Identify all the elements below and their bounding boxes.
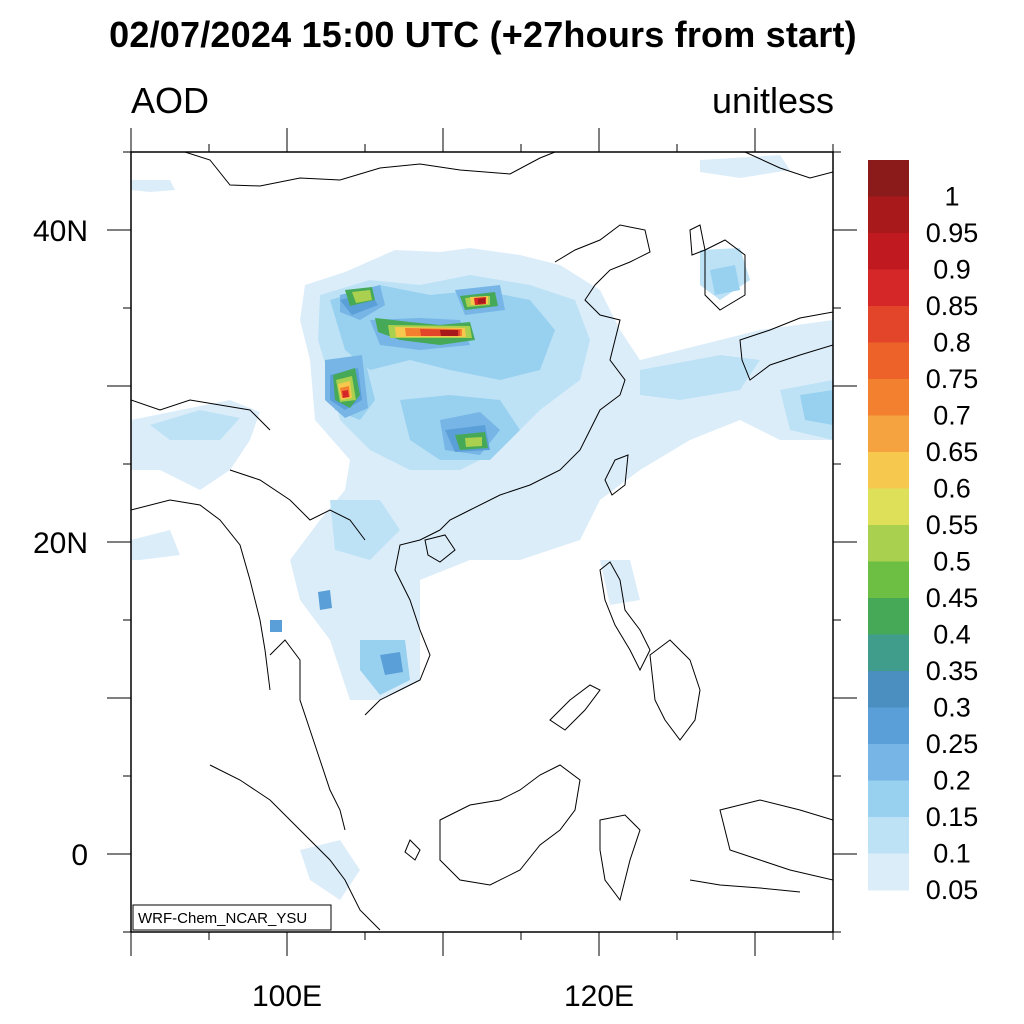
colorbar-label: 0.75: [926, 364, 979, 394]
colorbar-swatch: [868, 452, 909, 489]
colorbar-label: 0.95: [926, 218, 979, 248]
colorbar-swatch: [868, 817, 909, 854]
colorbar-label: 0.65: [926, 437, 979, 467]
colorbar-swatch: [868, 853, 909, 891]
colorbar: 1 0.95 0.9 0.85 0.8 0.75 0.7 0.65 0.6 0.55 0.5 0.45…: [868, 160, 978, 905]
colorbar-label: 0.85: [926, 291, 979, 321]
colorbar-swatch: [868, 160, 909, 197]
coastlines: [131, 152, 833, 931]
colorbar-swatch: [868, 488, 909, 526]
colorbar-label: 0.05: [926, 875, 979, 905]
colorbar-label: 0.6: [933, 474, 971, 504]
colorbar-swatch: [868, 671, 909, 708]
colorbar-label: 0.15: [926, 802, 979, 832]
colorbar-swatch: [868, 525, 909, 562]
field-label: AOD: [131, 80, 210, 121]
colorbar-label: 0.1: [933, 839, 971, 869]
colorbar-swatch: [868, 415, 909, 453]
colorbar-swatch: [868, 233, 909, 270]
colorbar-label: 0.9: [933, 255, 971, 285]
colorbar-label: 0.8: [933, 328, 971, 358]
colorbar-swatch: [868, 379, 909, 416]
colorbar-label: 0.5: [933, 547, 971, 577]
aod-field: [131, 155, 833, 900]
colorbar-label: 0.2: [933, 766, 971, 796]
tick-labels: 100E 120E 0 20N 40N: [33, 215, 634, 1013]
colorbar-label: 0.3: [933, 693, 971, 723]
colorbar-swatch: [868, 744, 909, 781]
colorbar-swatch: [868, 634, 909, 672]
lat-tick-label: 20N: [33, 527, 88, 560]
map-title: 02/07/2024 15:00 UTC (+27hours from star…: [109, 14, 857, 55]
lon-tick-label: 120E: [564, 980, 634, 1013]
credit-text: WRF-Chem_NCAR_YSU: [138, 910, 307, 927]
colorbar-label: 1: [944, 182, 959, 212]
units-label: unitless: [711, 80, 834, 121]
colorbar-swatch: [868, 196, 909, 234]
colorbar-swatch: [868, 342, 909, 380]
colorbar-label: 0.35: [926, 656, 979, 686]
axis-ticks: [107, 128, 857, 956]
colorbar-label: 0.45: [926, 583, 979, 613]
colorbar-label: 0.7: [933, 401, 971, 431]
colorbar-swatch: [868, 707, 909, 745]
colorbar-label: 0.4: [933, 620, 971, 650]
colorbar-swatch: [868, 269, 909, 307]
colorbar-swatch: [868, 561, 909, 599]
lat-tick-label: 0: [71, 839, 88, 872]
colorbar-label: 0.55: [926, 510, 979, 540]
plot-frame: [130, 151, 834, 933]
credit-box: [132, 904, 332, 931]
colorbar-swatch: [868, 306, 909, 343]
colorbar-label: 0.25: [926, 729, 979, 759]
colorbar-swatch: [868, 598, 909, 635]
lon-tick-label: 100E: [252, 980, 322, 1013]
colorbar-swatch: [868, 780, 909, 818]
lat-tick-label: 40N: [33, 215, 88, 248]
